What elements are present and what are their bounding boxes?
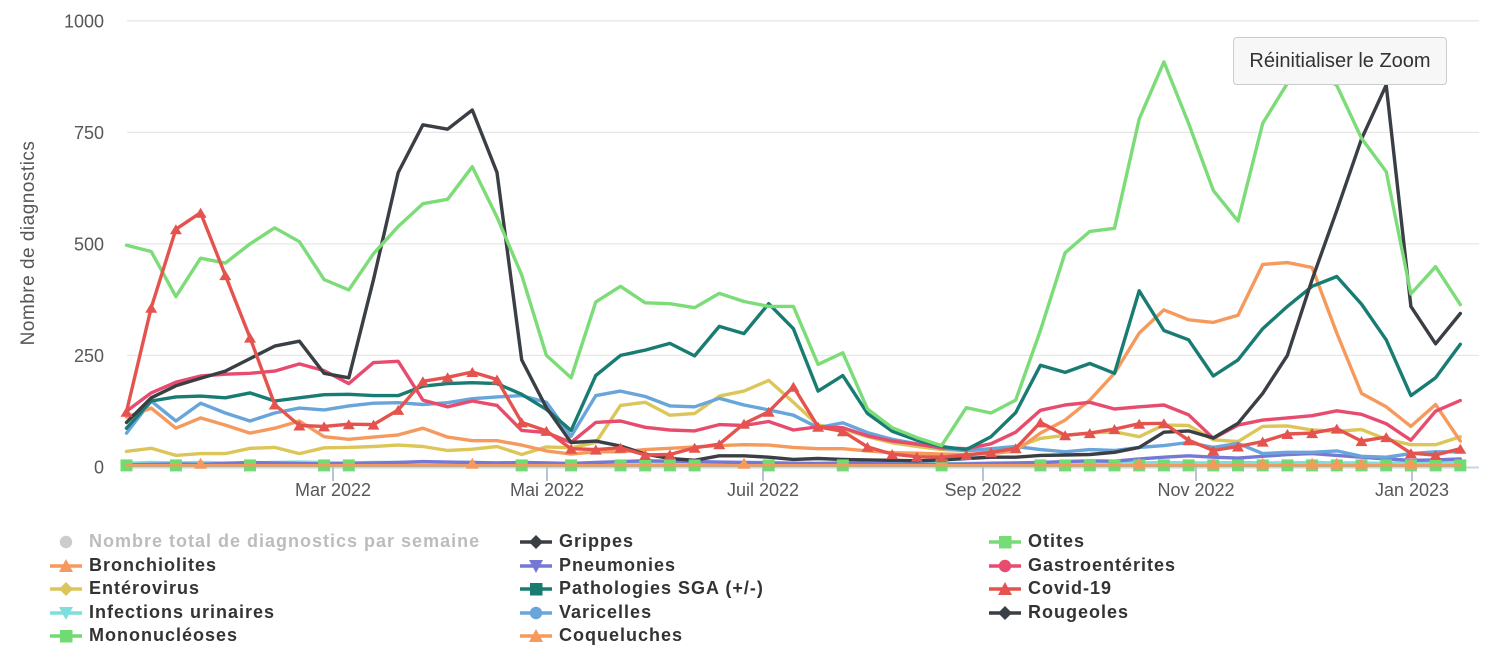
svg-text:Nombre de diagnostics: Nombre de diagnostics — [18, 141, 39, 346]
svg-text:Mai 2022: Mai 2022 — [510, 480, 584, 500]
svg-text:Jan 2023: Jan 2023 — [1375, 480, 1449, 500]
svg-text:Juil 2022: Juil 2022 — [727, 480, 799, 500]
svg-text:Sep 2022: Sep 2022 — [944, 480, 1021, 500]
svg-text:Nov 2022: Nov 2022 — [1157, 480, 1234, 500]
svg-text:250: 250 — [74, 346, 104, 366]
svg-text:750: 750 — [74, 123, 104, 143]
svg-text:0: 0 — [94, 458, 104, 478]
svg-text:1000: 1000 — [64, 11, 104, 31]
svg-text:Mar 2022: Mar 2022 — [295, 480, 371, 500]
svg-text:500: 500 — [74, 235, 104, 255]
